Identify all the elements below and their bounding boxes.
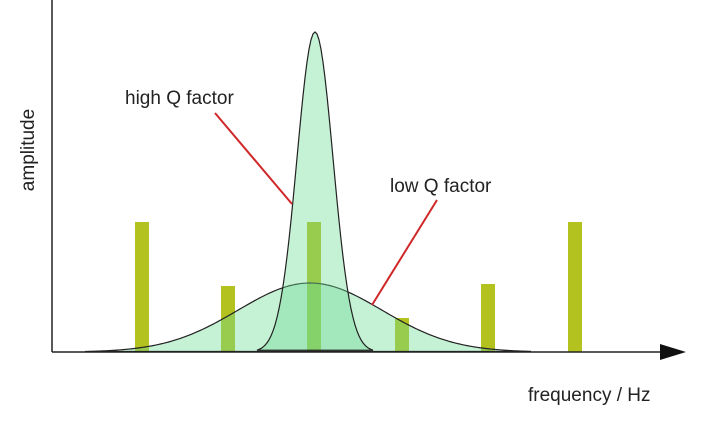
- low-q-curve: [84, 282, 532, 353]
- bar: [568, 222, 582, 352]
- x-axis-arrow: [660, 344, 686, 360]
- bar: [307, 222, 321, 352]
- y-axis-label: amplitude: [18, 109, 39, 191]
- x-axis-label: frequency / Hz: [528, 385, 651, 406]
- pointer-line: [371, 199, 438, 306]
- high-q-curve: [256, 31, 374, 351]
- bar: [481, 284, 495, 352]
- annotation: high Q factor: [125, 88, 234, 109]
- bar: [135, 222, 149, 352]
- bar: [221, 286, 235, 352]
- bars: [135, 222, 582, 352]
- pointer-line: [214, 112, 293, 205]
- bar: [395, 318, 409, 352]
- annotation: low Q factor: [390, 176, 492, 197]
